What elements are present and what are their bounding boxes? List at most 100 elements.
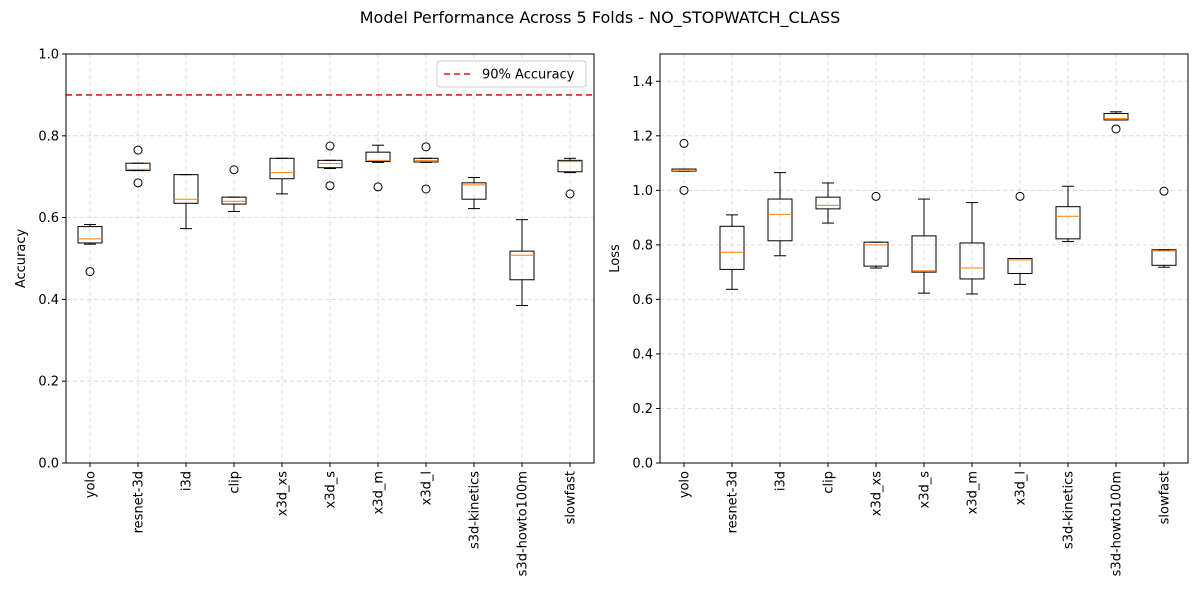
y-tick-label: 0.0 <box>38 457 59 472</box>
x-tick-label: slowfast <box>564 471 579 524</box>
box-yolo <box>671 138 697 195</box>
chart-panel-2: 0.0 0.2 0.4 0.6 0.8 1.0 1.2 1.4 yolo resnet-3d i3d… <box>608 53 1189 576</box>
y-axis-label: Loss <box>608 244 623 273</box>
box-iqr <box>767 198 793 242</box>
legend-label: 90% Accuracy <box>482 68 575 83</box>
box-iqr <box>1007 258 1033 274</box>
x-tick-label: yolo <box>678 471 693 498</box>
box-iqr <box>461 182 487 200</box>
outlier-point <box>373 182 383 192</box>
box-iqr <box>719 225 745 270</box>
box-iqr <box>911 235 937 273</box>
outlier-point <box>133 178 143 188</box>
box-x3d_s <box>317 141 343 191</box>
outlier-point <box>133 145 143 155</box>
box-clip <box>815 182 841 224</box>
box-slowfast <box>1151 186 1177 268</box>
outlier-point <box>679 138 689 148</box>
y-tick-label: 1.0 <box>632 184 653 199</box>
x-tick-label: x3d_m <box>966 471 981 514</box>
y-tick-label: 0.2 <box>38 375 59 390</box>
box-x3d_l <box>1007 191 1033 285</box>
box-s3d-kinetics <box>1055 185 1081 243</box>
legend-box <box>436 60 587 88</box>
box-x3d_l <box>413 142 439 194</box>
outlier-point <box>85 267 95 277</box>
box-slowfast <box>557 157 583 199</box>
x-tick-label: s3d-howto100m <box>1110 471 1125 576</box>
box-s3d-howto100m <box>1103 111 1129 134</box>
box-iqr <box>863 241 889 267</box>
y-tick-label: 0.4 <box>632 347 653 362</box>
box-i3d <box>173 174 199 230</box>
box-i3d <box>767 172 793 257</box>
x-tick-label: clip <box>822 471 837 494</box>
box-iqr <box>509 250 535 281</box>
y-tick-label: 0.8 <box>632 238 653 253</box>
figure-title: Model Performance Across 5 Folds - NO_ST… <box>359 8 841 27</box>
box-iqr <box>77 226 103 244</box>
box-yolo <box>77 224 103 277</box>
x-tick-label: x3d_xs <box>870 471 885 516</box>
x-tick-label: x3d_m <box>372 471 387 514</box>
y-axis-label: Accuracy <box>14 229 29 289</box>
x-tick-label: clip <box>228 471 243 494</box>
box-iqr <box>365 151 391 163</box>
x-tick-label: s3d-howto100m <box>516 471 531 576</box>
box-x3d_m <box>365 144 391 192</box>
x-tick-label: x3d_s <box>324 471 339 509</box>
y-tick-label: 0.6 <box>632 293 653 308</box>
x-tick-label: i3d <box>180 471 195 491</box>
y-tick-label: 0.4 <box>38 293 59 308</box>
x-tick-label: yolo <box>84 471 99 498</box>
x-tick-label: resnet-3d <box>726 471 741 533</box>
outlier-point <box>1015 191 1025 201</box>
box-iqr <box>125 162 151 172</box>
outlier-point <box>421 184 431 194</box>
x-tick-label: x3d_xs <box>276 471 291 516</box>
legend: 90% Accuracy <box>436 60 587 88</box>
x-tick-label: x3d_l <box>1014 471 1029 505</box>
outlier-point <box>1111 124 1121 134</box>
box-clip <box>221 165 247 212</box>
box-x3d_xs <box>863 191 889 269</box>
x-tick-label: i3d <box>774 471 789 491</box>
outlier-point <box>565 189 575 199</box>
chart-panel-1: 0.0 0.2 0.4 0.6 0.8 1.0 yolo resnet-3d i3d clip x3… <box>14 48 595 576</box>
box-s3d-kinetics <box>461 177 487 210</box>
x-tick-label: x3d_s <box>918 471 933 509</box>
box-resnet-3d <box>125 145 151 188</box>
y-tick-label: 1.4 <box>632 75 653 90</box>
box-s3d-howto100m <box>509 219 535 307</box>
box-iqr <box>1103 112 1129 121</box>
box-resnet-3d <box>719 214 745 290</box>
x-tick-label: resnet-3d <box>132 471 147 533</box>
y-tick-label: 0.8 <box>38 129 59 144</box>
y-tick-label: 0.2 <box>632 402 653 417</box>
y-tick-label: 1.2 <box>632 129 653 144</box>
box-x3d_s <box>911 198 937 294</box>
y-tick-label: 1.0 <box>38 48 59 63</box>
box-iqr <box>959 242 985 280</box>
outlier-point <box>679 185 689 195</box>
box-iqr <box>173 174 199 204</box>
x-tick-label: s3d-kinetics <box>1062 471 1077 549</box>
outlier-point <box>1159 186 1169 196</box>
x-tick-label: x3d_l <box>420 471 435 505</box>
box-x3d_xs <box>269 157 295 195</box>
box-x3d_m <box>959 202 985 295</box>
outlier-point <box>229 165 239 175</box>
box-iqr <box>1151 249 1177 266</box>
outlier-point <box>325 181 335 191</box>
x-tick-label: slowfast <box>1158 471 1173 524</box>
box-iqr <box>1055 206 1081 240</box>
x-tick-label: s3d-kinetics <box>468 471 483 549</box>
box-iqr <box>557 159 583 173</box>
y-tick-label: 0.0 <box>632 457 653 472</box>
box-iqr <box>221 196 247 205</box>
outlier-point <box>325 141 335 151</box>
outlier-point <box>871 191 881 201</box>
box-iqr <box>269 157 295 180</box>
box-iqr <box>671 168 697 172</box>
